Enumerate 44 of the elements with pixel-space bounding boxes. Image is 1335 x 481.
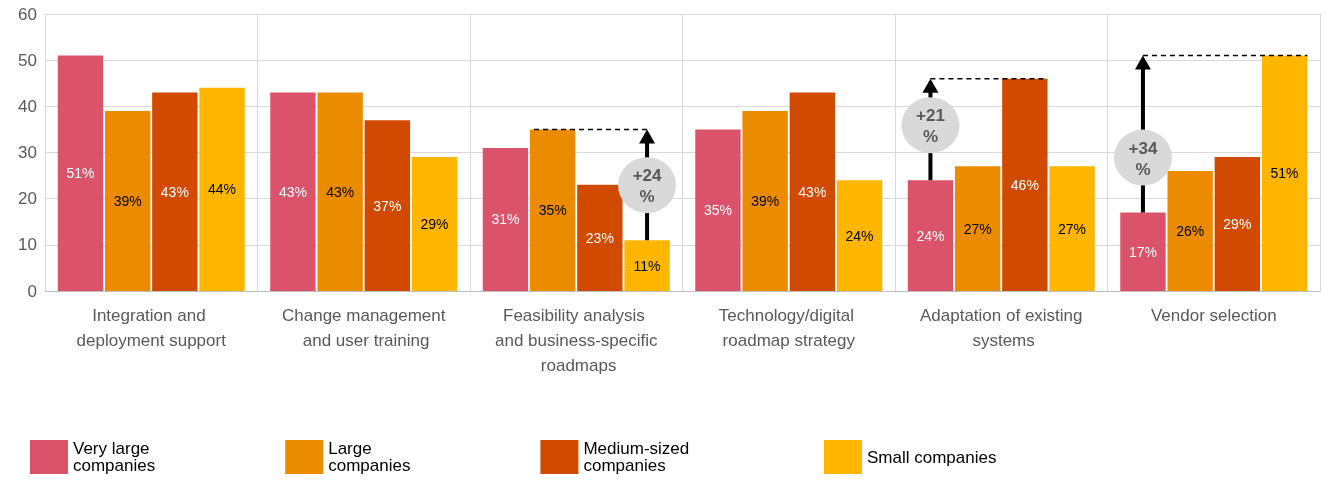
data-label: 27% xyxy=(963,220,992,237)
data-label: 43% xyxy=(278,183,307,200)
data-label: 11% xyxy=(633,257,661,274)
data-label: 35% xyxy=(703,202,732,219)
data-label: 35% xyxy=(538,202,567,219)
data-label: 46% xyxy=(1010,176,1039,193)
data-label: 24% xyxy=(845,227,874,244)
data-label: 51% xyxy=(1270,165,1299,182)
data-label: 17% xyxy=(1128,243,1157,260)
x-tick-label: Adaptation of existing systems xyxy=(919,306,1083,350)
data-label: 29% xyxy=(420,216,449,233)
data-label: 27% xyxy=(1058,220,1087,237)
data-label: 29% xyxy=(1223,216,1252,233)
y-tick-label: 60 xyxy=(18,4,37,24)
annotation: +24 % xyxy=(632,166,663,207)
y-tick-label: 0 xyxy=(27,281,37,301)
data-label: 24% xyxy=(916,227,945,244)
y-tick-label: 30 xyxy=(18,143,37,162)
data-label: 26% xyxy=(1176,222,1205,239)
data-label: 23% xyxy=(585,229,614,246)
data-label: 39% xyxy=(113,192,142,209)
legend-label: Large companies xyxy=(328,439,411,475)
data-label: 51% xyxy=(66,165,95,182)
x-tick-label: Change management and user training xyxy=(281,306,446,350)
data-label: 39% xyxy=(751,192,780,209)
data-label: 37% xyxy=(373,197,402,214)
data-label: 43% xyxy=(160,183,189,200)
data-label: 31% xyxy=(491,211,520,228)
x-tick-label: Vendor selection xyxy=(1150,306,1277,325)
x-tick-label: Integration and deployment support xyxy=(76,306,227,350)
y-tick-label: 40 xyxy=(18,96,37,116)
annotation: +34 % xyxy=(1128,138,1158,179)
legend-label: Medium-sized companies xyxy=(583,439,694,475)
legend-label: Small companies xyxy=(866,447,997,467)
data-label: 43% xyxy=(326,183,355,200)
x-tick-label: Feasibility analysis and business-specific roadmaps xyxy=(494,306,659,375)
y-tick-label: 20 xyxy=(18,189,37,209)
annotation: +21 % xyxy=(916,106,945,147)
data-label: 44% xyxy=(208,181,237,198)
y-tick-label: 10 xyxy=(18,235,37,255)
data-label: 43% xyxy=(798,183,827,200)
x-tick-label: Technology/digital roadmap strategy xyxy=(718,306,859,350)
y-tick-label: 50 xyxy=(18,50,37,70)
legend-label: Very large companies xyxy=(73,439,156,475)
